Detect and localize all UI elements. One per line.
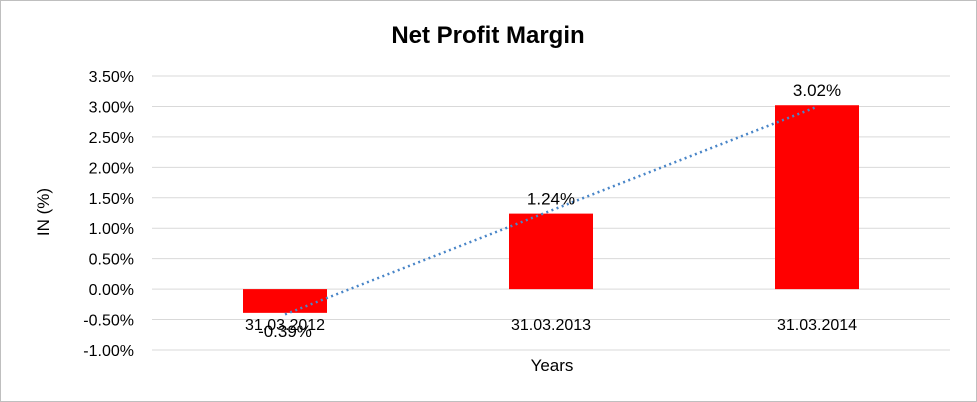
x-tick-label: 31.03.2013 (511, 317, 591, 334)
y-tick-label: -0.50% (83, 313, 134, 330)
x-axis-title: Years (531, 356, 574, 375)
trendline (284, 105, 818, 316)
y-tick-label: 1.00% (89, 221, 134, 238)
y-tick-label: 0.00% (89, 282, 134, 299)
y-axis-title: IN (%) (34, 188, 53, 236)
data-label: 3.02% (793, 81, 841, 100)
bars (243, 105, 859, 313)
x-tick-label: 31.03.2014 (777, 317, 857, 334)
y-tick-label: 1.50% (89, 191, 134, 208)
x-tick-label: 31.03.2012 (245, 317, 325, 334)
y-tick-label: 3.50% (89, 69, 134, 86)
data-label: 1.24% (527, 190, 575, 209)
y-tick-label: 2.00% (89, 160, 134, 177)
data-label: -0.39% (258, 322, 312, 341)
y-tick-label: -1.00% (83, 343, 134, 360)
y-tick-label: 0.50% (89, 252, 134, 269)
bar (775, 105, 859, 290)
y-axis-ticks: 3.50% 3.00% 2.50% 2.00% 1.50% 1.00% 0.50% 0.00%… (83, 69, 134, 360)
bar (509, 213, 593, 290)
trendline-group (284, 105, 818, 316)
y-tick-label: 3.00% (89, 99, 134, 116)
data-labels: -0.39% 1.24% 3.02% (258, 81, 841, 341)
y-tick-label: 2.50% (89, 130, 134, 147)
chart-title: Net Profit Margin (391, 22, 584, 49)
bar (243, 289, 327, 313)
x-axis-labels: 31.03.2012 31.03.2013 31.03.2014 (245, 317, 857, 334)
